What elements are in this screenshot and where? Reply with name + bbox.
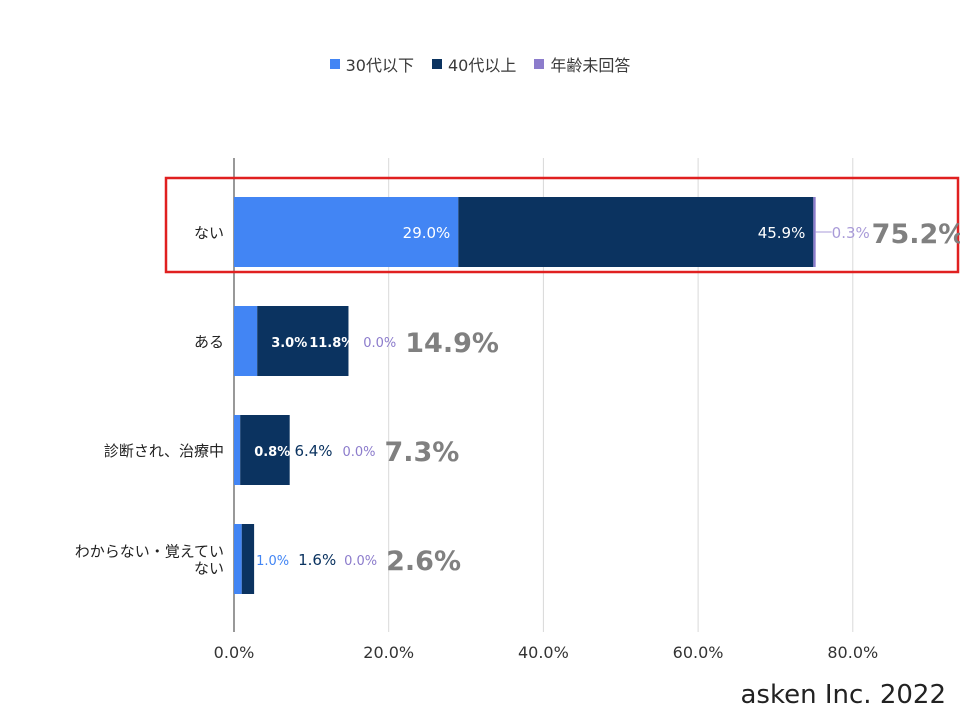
x-tick-label: 60.0% <box>673 643 724 662</box>
x-tick-label: 0.0% <box>214 643 255 662</box>
value-label-unanswered: 0.0% <box>342 445 375 460</box>
x-tick-label: 40.0% <box>518 643 569 662</box>
value-label-30s: 0.8% <box>254 445 290 460</box>
legend: 30代以下 40代以上 年齢未回答 <box>0 52 960 76</box>
legend-label-40s-and-over: 40代以上 <box>447 56 517 75</box>
value-label-unanswered: 0.0% <box>363 336 396 351</box>
bar-1 <box>241 524 255 594</box>
credit-text: asken Inc. 2022 <box>740 680 947 710</box>
legend-swatch-40s-and-over <box>431 59 442 69</box>
x-tick-label: 20.0% <box>363 643 414 662</box>
value-label-40s: 1.6% <box>298 551 336 569</box>
value-label-40s: 11.8% <box>309 336 354 351</box>
legend-label-age-unanswered: 年齢未回答 <box>550 56 631 75</box>
bar-2 <box>813 197 816 267</box>
highlight-box <box>164 176 960 274</box>
value-label-30s: 29.0% <box>403 224 451 242</box>
bar-0 <box>234 306 258 376</box>
total-label: 75.2% <box>872 219 960 250</box>
bar-1 <box>240 415 290 485</box>
x-tick-label: 80.0% <box>827 643 878 662</box>
category-label: 診断され、治療中 <box>104 442 224 460</box>
category-label: ない <box>194 560 224 578</box>
bar-1 <box>257 306 349 376</box>
bar-0 <box>234 415 241 485</box>
total-label: 2.6% <box>386 546 461 577</box>
bar-0 <box>234 524 242 594</box>
value-label-unanswered: 0.3% <box>832 224 870 242</box>
legend-item-age-unanswered[interactable]: 年齢未回答 <box>534 52 630 76</box>
total-label: 14.9% <box>405 328 499 359</box>
total-label: 7.3% <box>384 437 459 468</box>
bar-1 <box>458 197 814 267</box>
value-label-unanswered: 0.0% <box>344 554 377 569</box>
value-label-40s: 45.9% <box>758 224 806 242</box>
category-label: ない <box>194 224 224 242</box>
bar-0 <box>234 197 459 267</box>
legend-item-30s-and-under[interactable]: 30代以下 <box>329 52 414 76</box>
legend-label-30s-and-under: 30代以下 <box>345 56 414 75</box>
legend-swatch-30s-and-under <box>329 59 340 69</box>
legend-swatch-age-unanswered <box>534 59 545 69</box>
value-label-30s: 1.0% <box>256 554 289 569</box>
category-label: ある <box>194 333 224 351</box>
value-label-40s: 6.4% <box>294 442 332 460</box>
legend-item-40s-and-over[interactable]: 40代以上 <box>431 52 517 76</box>
value-label-30s: 3.0% <box>271 336 307 351</box>
category-label: わからない・覚えてい <box>75 543 224 561</box>
